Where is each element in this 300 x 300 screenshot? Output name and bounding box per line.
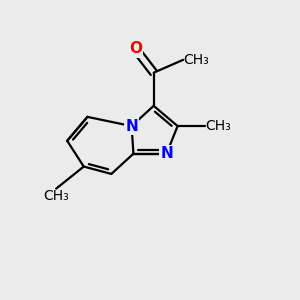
Text: CH₃: CH₃	[43, 189, 69, 202]
Text: O: O	[129, 41, 142, 56]
Text: CH₃: CH₃	[183, 53, 209, 67]
Text: N: N	[160, 146, 173, 161]
Text: N: N	[125, 118, 138, 134]
Text: CH₃: CH₃	[205, 119, 231, 133]
